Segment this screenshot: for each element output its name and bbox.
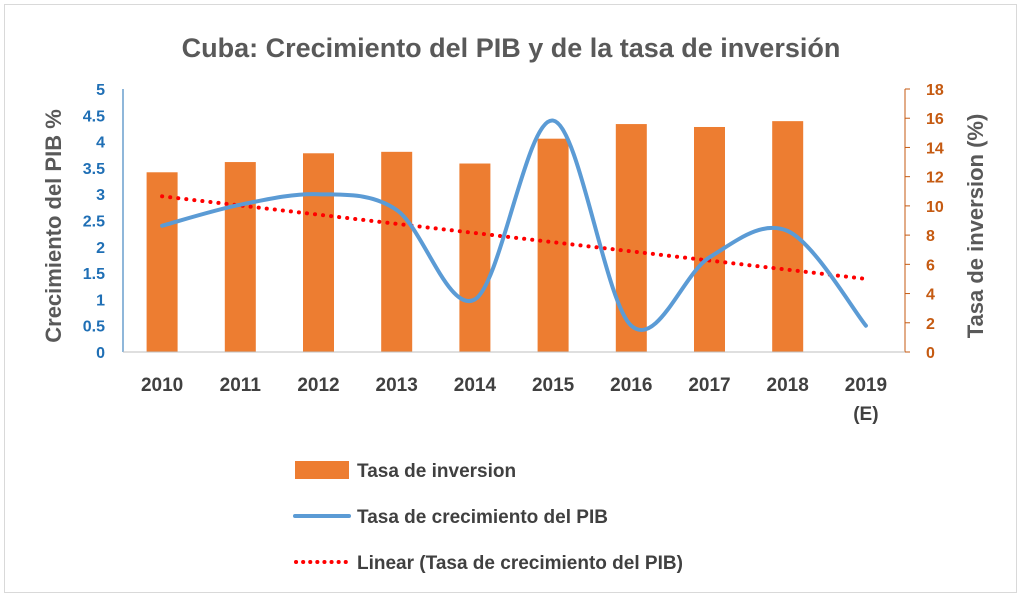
bar-2012 (303, 153, 334, 352)
y-tick-label-left: 2 (96, 240, 105, 257)
trendline-group (160, 194, 868, 281)
y-tick-label-right: 4 (926, 287, 935, 304)
x-tick-label: 2013 (376, 375, 418, 396)
y-tick-label-left: 0 (96, 345, 105, 362)
y-tick-label-left: 3.5 (83, 161, 105, 178)
y-axis-title-left: Crecimiento del PIB % (41, 109, 66, 343)
chart: Cuba: Crecimiento del PIB y de la tasa d… (41, 33, 988, 574)
y-tick-label-left: 0.5 (83, 319, 105, 336)
y-tick-label-right: 10 (926, 199, 944, 216)
x-tick-label: (E) (853, 404, 878, 425)
x-tick-label: 2015 (532, 375, 575, 396)
legend-label: Tasa de crecimiento del PIB (357, 507, 608, 528)
x-tick-label: 2011 (220, 375, 262, 396)
y-axis-title-right: Tasa de inversion (%) (963, 114, 988, 339)
y-tick-label-left: 4 (96, 135, 105, 152)
x-tick-label: 2012 (297, 375, 339, 396)
chart-frame: Cuba: Crecimiento del PIB y de la tasa d… (4, 4, 1017, 593)
legend: Tasa de inversion Tasa de crecimiento del… (293, 461, 683, 574)
y-tick-label-left: 1 (96, 292, 105, 309)
legend-label: Linear (Tasa de crecimiento del PIB) (357, 553, 683, 574)
x-tick-label: 2016 (610, 375, 652, 396)
x-tick-label: 2014 (454, 375, 497, 396)
y-tick-label-right: 14 (926, 140, 944, 157)
x-ticks: 2010 2011 2012 2013 2014 2015 2016 2017 2018 2019… (141, 375, 887, 425)
chart-title: Cuba: Crecimiento del PIB y de la tasa d… (182, 33, 841, 63)
bar-2013 (381, 151, 413, 352)
axes (122, 89, 906, 353)
y-tick-label-left: 3 (96, 187, 105, 204)
y-tick-label-right: 12 (926, 170, 944, 187)
y-tick-label-right: 8 (926, 228, 935, 245)
x-tick-label: 2019 (845, 375, 887, 396)
bar-2016 (615, 124, 647, 352)
bar-2015 (537, 138, 569, 352)
legend-swatch-bar (295, 461, 349, 479)
bar-2010 (146, 172, 178, 352)
y-tick-label-right: 16 (926, 111, 944, 128)
y-tick-label-right: 2 (926, 316, 935, 333)
y-tick-label-right: 18 (926, 82, 944, 99)
y-ticks-right: 0 2 4 6 8 10 12 14 16 18 (905, 82, 944, 362)
y-tick-label-left: 2.5 (83, 214, 105, 231)
bar-2011 (224, 162, 256, 352)
trendline (160, 194, 868, 281)
y-ticks-left: 0 0.5 1 1.5 2 2.5 3 3.5 4 4.5 5 (83, 82, 105, 362)
x-tick-label: 2010 (141, 375, 183, 396)
y-tick-label-left: 1.5 (83, 266, 105, 283)
y-tick-label-left: 5 (96, 82, 105, 99)
x-tick-label: 2017 (688, 375, 730, 396)
y-tick-label-right: 0 (926, 345, 935, 362)
x-tick-label: 2018 (767, 375, 809, 396)
bar-2017 (694, 126, 725, 352)
legend-label: Tasa de inversion (357, 461, 516, 482)
bar-2014 (459, 163, 491, 352)
y-tick-label-left: 4.5 (83, 108, 105, 125)
gdp-growth-line (160, 118, 868, 332)
line-group (160, 118, 868, 332)
bar-group (146, 121, 804, 353)
y-tick-label-right: 6 (926, 257, 935, 274)
